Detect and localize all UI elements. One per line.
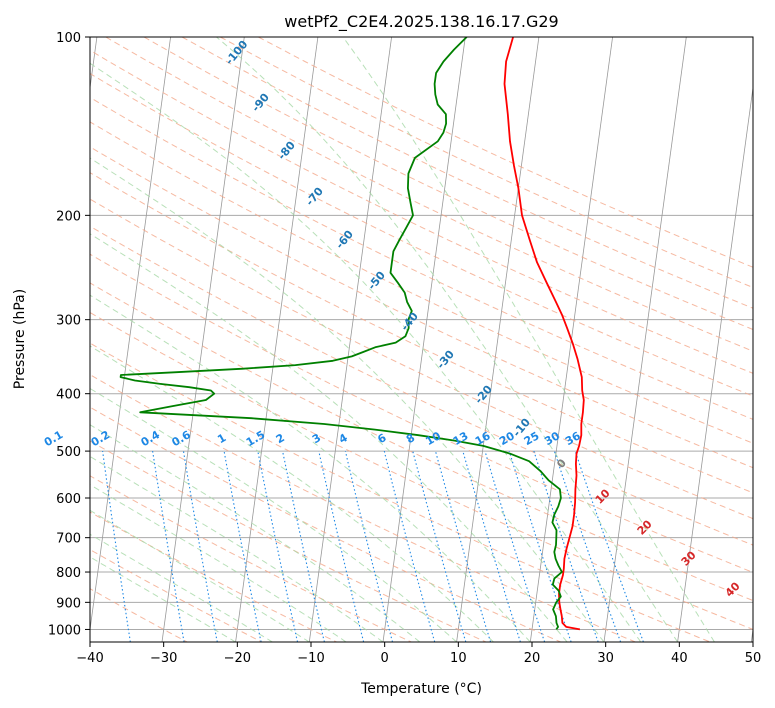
- dry-adiabat-line: [90, 342, 711, 642]
- y-tick-label: 400: [56, 388, 81, 403]
- x-tick-label: 50: [745, 651, 762, 666]
- y-tick-label: 600: [56, 492, 81, 507]
- isotherm-line: [456, 37, 540, 642]
- x-tick-label: 20: [524, 651, 541, 666]
- y-tick-label: 900: [56, 596, 81, 611]
- isotherm-line: [677, 84, 753, 642]
- mixing-ratio-line: [318, 450, 365, 642]
- x-tick-label: 0: [381, 651, 389, 666]
- x-tick-label: −20: [224, 651, 251, 666]
- isotherm-line: [382, 37, 466, 642]
- dry-adiabat-line: [90, 549, 263, 642]
- y-axis-label: Pressure (hPa): [12, 289, 28, 389]
- mixing-ratio-line: [257, 450, 299, 642]
- mixing-ratio-line: [574, 450, 644, 642]
- y-tick-label: 1000: [48, 623, 81, 638]
- x-tick-label: 40: [671, 651, 688, 666]
- isotherm-line: [90, 37, 171, 633]
- moist-adiabat-line: [90, 556, 236, 642]
- mixing-ratio-line: [102, 451, 131, 642]
- moist-adiabat-line: [90, 424, 421, 642]
- axis-layer: −40 −30 −20 −10 0 10 20 30 40 50 100 200 300 400 500 60…: [48, 31, 761, 666]
- moist-adiabat-line: [90, 62, 642, 642]
- x-tick-label: 10: [450, 651, 467, 666]
- y-tick-label: 100: [56, 31, 81, 46]
- moist-adiabat-line: [216, 37, 679, 642]
- y-tick-label: 700: [56, 532, 81, 547]
- temperature-profile: [503, 37, 585, 631]
- dry-adiabat-line: [105, 37, 753, 352]
- isotherm-line: [235, 37, 319, 642]
- x-tick-label: −40: [76, 651, 103, 666]
- y-tick-label: 500: [56, 445, 81, 460]
- moist-adiabat-line: [90, 233, 568, 642]
- x-tick-label: 30: [597, 651, 614, 666]
- dry-adiabat-line: [90, 282, 753, 602]
- dry-adiabat-line: [181, 37, 753, 309]
- dry-adiabat-line: [90, 406, 561, 642]
- y-tick-label: 800: [56, 566, 81, 581]
- dry-adiabat-line: [90, 374, 636, 642]
- dry-adiabat-line: [90, 225, 753, 546]
- moist-adiabat-line: [90, 387, 457, 642]
- isotherm-line: [603, 37, 687, 642]
- moist-adiabat-line: [90, 455, 384, 642]
- grid-layer: [90, 37, 753, 642]
- moist-adiabat-line: [90, 294, 531, 642]
- moist-adiabat-line: [342, 37, 715, 642]
- moist-adiabat-line: [90, 157, 605, 642]
- dry-adiabat-line: [143, 37, 753, 331]
- y-tick-label: 200: [56, 209, 81, 224]
- y-tick-label: 300: [56, 314, 81, 329]
- x-tick-label: −10: [297, 651, 324, 666]
- mixing-ratio-line: [282, 450, 325, 642]
- dry-adiabat-line: [90, 198, 753, 520]
- mixing-ratio-line: [223, 451, 262, 642]
- dry-adiabat-line: [90, 172, 753, 494]
- x-axis-label: Temperature (°C): [360, 681, 482, 697]
- isotherm-line: [161, 37, 245, 642]
- mixing-ratio-line: [462, 450, 521, 642]
- mixing-ratio-line: [484, 450, 546, 642]
- mixing-ratio-line: [434, 450, 492, 642]
- moist-adiabat-line: [90, 484, 347, 642]
- dry-adiabat-line: [90, 588, 188, 642]
- dry-adiabat-line: [90, 440, 487, 642]
- mixing-ratio-line: [508, 450, 572, 642]
- dewpoint-profile: [119, 37, 563, 630]
- mixing-ratio-line: [383, 450, 436, 642]
- moist-adiabat-line: [90, 533, 273, 642]
- chart-title: wetPf2_C2E4.2025.138.16.17.G29: [284, 12, 558, 32]
- dry-adiabat-line: [220, 37, 753, 289]
- x-tick-label: −30: [150, 651, 177, 666]
- mixing-ratio-line: [412, 450, 467, 642]
- data-layer: [119, 37, 585, 631]
- plot-frame: [89, 36, 754, 643]
- mixing-ratio-line: [533, 450, 599, 642]
- mixing-ratio-line: [344, 450, 394, 642]
- moist-adiabat-line: [90, 345, 494, 642]
- mixing-ratio-line: [553, 450, 622, 642]
